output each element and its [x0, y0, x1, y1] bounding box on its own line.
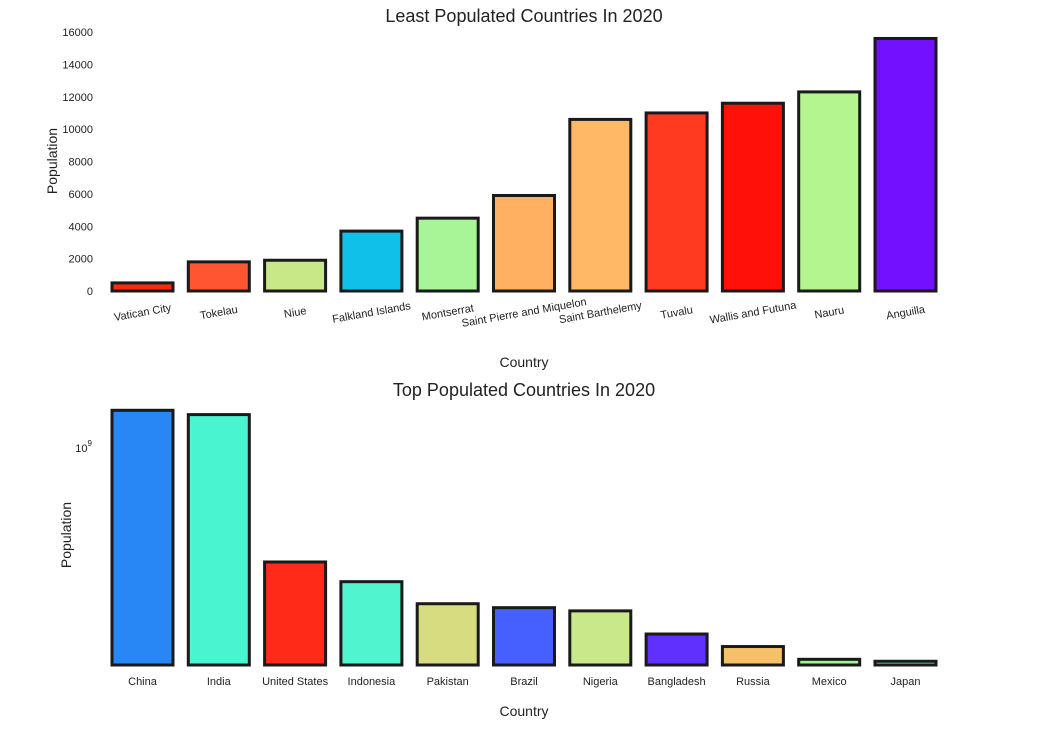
chart2-bar-nigeria — [568, 609, 633, 667]
chart2-bar-brazil — [492, 606, 556, 667]
chart2-xtick-label: Pakistan — [427, 676, 469, 688]
chart2-xtick-label: Japan — [891, 676, 921, 688]
chart1-bar-anguilla — [873, 36, 938, 293]
chart2-bar-bangladesh — [644, 632, 709, 667]
chart2-bars — [110, 408, 938, 667]
chart2-xtick-label: Indonesia — [348, 676, 397, 688]
chart1-xtick-label: Vatican City — [113, 302, 173, 324]
chart1-ytick-label: 2000 — [69, 254, 93, 266]
chart1-bar-tokelau — [186, 260, 251, 293]
chart1-ytick-label: 0 — [87, 286, 93, 298]
chart2-ytick-label: 109 — [75, 439, 92, 455]
top-populated-chart: Top Populated Countries In 2020 Populati… — [58, 380, 938, 719]
chart1-xtick-label: Tuvalu — [660, 304, 694, 321]
chart1-xtick-label: Tokelau — [199, 304, 238, 322]
chart1-bar-saint-barthelemy — [568, 117, 633, 293]
chart2-xtick-label: China — [128, 676, 158, 688]
chart1-ytick-label: 14000 — [62, 59, 93, 71]
chart1-ytick-label: 8000 — [69, 157, 93, 169]
chart1-xtick-label: Nauru — [814, 304, 846, 321]
chart1-xtick-label: Wallis and Futuna — [709, 299, 798, 326]
chart2-xtick-label: Brazil — [510, 676, 538, 688]
chart2-bar-india — [186, 413, 251, 667]
chart2-bar-mexico — [797, 657, 862, 667]
chart1-xtick-label: Anguilla — [885, 304, 926, 323]
chart1-bar-nauru — [797, 90, 862, 293]
chart2-xtick-label: United States — [262, 676, 329, 688]
chart2-x-ticks: China India United States Indonesia Pakistan… — [128, 676, 920, 688]
chart1-ytick-label: 10000 — [62, 124, 93, 136]
chart2-bar-japan — [873, 659, 938, 667]
chart1-bar-montserrat — [415, 216, 480, 293]
chart2-xlabel: Country — [499, 703, 548, 719]
chart2-bar-pakistan — [415, 602, 480, 667]
chart2-bar-china — [110, 408, 175, 667]
chart1-xtick-label: Niue — [283, 305, 307, 321]
chart1-bar-vatican-city — [110, 281, 175, 293]
chart1-ylabel: Population — [44, 128, 60, 194]
chart2-xtick-label: Bangladesh — [648, 676, 706, 688]
chart1-ytick-label: 12000 — [62, 92, 93, 104]
chart1-ytick-label: 6000 — [69, 189, 93, 201]
chart2-xtick-label: India — [207, 676, 232, 688]
chart2-y-ticks: 109 — [75, 439, 92, 455]
chart2-bar-united-states — [263, 560, 328, 667]
chart1-ytick-label: 16000 — [62, 27, 93, 39]
chart2-ylabel: Population — [58, 502, 74, 568]
chart2-xtick-label: Nigeria — [583, 676, 619, 688]
chart1-bar-falkland-islands — [339, 229, 404, 293]
chart2-bar-russia — [720, 645, 785, 667]
chart1-y-ticks: 0 2000 4000 6000 8000 10000 12000 14000 16000 — [62, 27, 93, 298]
least-populated-chart: Least Populated Countries In 2020 Popula… — [44, 6, 938, 370]
chart1-ytick-label: 4000 — [69, 221, 93, 233]
chart1-bars — [110, 36, 938, 293]
chart2-bar-indonesia — [339, 580, 404, 667]
chart2-title: Top Populated Countries In 2020 — [393, 380, 655, 400]
chart1-title: Least Populated Countries In 2020 — [385, 6, 662, 26]
chart1-bar-saint-pierre-and-miquelon — [492, 193, 556, 293]
chart1-bar-niue — [263, 258, 328, 293]
chart1-xlabel: Country — [499, 354, 548, 370]
chart1-bar-wallis-and-futuna — [720, 101, 785, 293]
chart1-xtick-label: Falkland Islands — [331, 300, 412, 326]
chart1-x-ticks: Vatican City Tokelau Niue Falkland Islands M… — [113, 296, 927, 330]
chart2-xtick-label: Mexico — [812, 676, 847, 688]
chart1-bar-tuvalu — [644, 111, 709, 293]
chart2-xtick-label: Russia — [736, 676, 771, 688]
